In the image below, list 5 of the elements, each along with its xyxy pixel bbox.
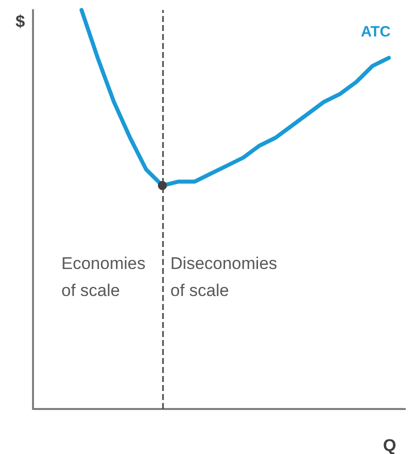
x-axis-title: Q [383,436,396,454]
series-label: ATC [360,23,391,40]
annotation: Economies of scale [61,254,150,300]
annotation: Diseconomies of scale [170,254,282,300]
y-axis-title: $ [16,12,26,31]
